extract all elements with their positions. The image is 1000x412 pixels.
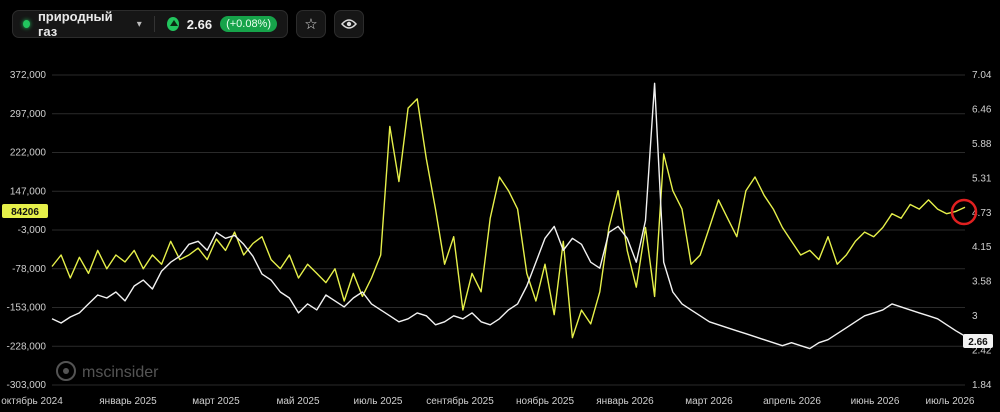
right-axis: 7.04 6.46 5.88 5.31 4.73 4.15 3.58 3 2.42 1.84 bbox=[972, 70, 992, 391]
x-tick-label: март 2026 bbox=[685, 396, 733, 407]
instrument-name: природный газ bbox=[37, 9, 113, 39]
current-right-label: 2.66 bbox=[963, 334, 993, 348]
left-tick-label: 222,000 bbox=[10, 148, 47, 159]
left-tick-label: -228,000 bbox=[7, 341, 47, 352]
left-tick-label: 372,000 bbox=[10, 70, 47, 81]
highlight-marker bbox=[950, 198, 978, 226]
eye-icon bbox=[341, 19, 357, 29]
left-tick-label: 297,000 bbox=[10, 109, 47, 120]
x-tick-label: апрель 2026 bbox=[763, 396, 821, 407]
live-status-dot bbox=[23, 20, 30, 28]
x-tick-label: январь 2025 bbox=[99, 396, 157, 407]
x-tick-label: январь 2026 bbox=[596, 396, 654, 407]
arrow-up-icon bbox=[166, 17, 179, 31]
visibility-button[interactable] bbox=[334, 10, 364, 38]
left-tick-label: -78,000 bbox=[12, 264, 46, 275]
white-series-line bbox=[51, 82, 966, 350]
left-tick-label: -3,000 bbox=[18, 225, 47, 236]
left-tick-label: -153,000 bbox=[7, 303, 47, 314]
x-tick-label: ноябрь 2025 bbox=[516, 395, 574, 407]
right-tick-label: 4.15 bbox=[972, 242, 992, 253]
grid-lines bbox=[52, 74, 965, 386]
right-tick-label: 6.46 bbox=[972, 104, 992, 115]
divider bbox=[153, 16, 155, 32]
right-tick-label: 4.73 bbox=[972, 208, 992, 219]
right-tick-label: 5.88 bbox=[972, 139, 992, 150]
watermark-logo: mscinsider bbox=[56, 361, 159, 381]
x-tick-label: июнь 2026 bbox=[851, 396, 900, 407]
current-price: 2.66 bbox=[186, 16, 213, 32]
right-tick-label: 3 bbox=[972, 311, 978, 322]
x-axis: октябрь 2024 январь 2025 март 2025 май 2025… bbox=[1, 395, 975, 407]
watermark-text: mscinsider bbox=[82, 364, 159, 381]
current-left-value: 84206 bbox=[11, 207, 39, 218]
star-icon: ☆ bbox=[304, 16, 318, 33]
right-tick-label: 7.04 bbox=[972, 70, 992, 81]
x-tick-label: июль 2026 bbox=[926, 396, 975, 407]
right-tick-label: 1.84 bbox=[972, 380, 992, 391]
right-tick-label: 5.31 bbox=[972, 173, 992, 184]
right-tick-label: 3.58 bbox=[972, 277, 992, 288]
chart-toolbar: природный газ ▾ 2.66 (+0.08%) ☆ bbox=[12, 9, 364, 39]
x-tick-label: октябрь 2024 bbox=[1, 395, 63, 407]
left-axis: 372,000 297,000 222,000 147,000 -3,000 -78,00… bbox=[7, 70, 47, 391]
yellow-series-line bbox=[51, 98, 966, 339]
x-tick-label: март 2025 bbox=[192, 396, 240, 407]
price-change-badge: (+0.08%) bbox=[220, 16, 278, 32]
left-tick-label: -303,000 bbox=[7, 380, 47, 391]
x-tick-label: июль 2025 bbox=[354, 396, 403, 407]
series-lines bbox=[51, 82, 966, 350]
instrument-selector[interactable]: природный газ ▾ 2.66 (+0.08%) bbox=[12, 9, 288, 39]
x-tick-label: май 2025 bbox=[276, 396, 319, 407]
current-right-value: 2.66 bbox=[968, 337, 988, 348]
left-tick-label: 147,000 bbox=[10, 186, 47, 197]
favorite-button[interactable]: ☆ bbox=[296, 10, 326, 38]
chevron-down-icon[interactable]: ▾ bbox=[136, 18, 142, 30]
x-tick-label: сентябрь 2025 bbox=[426, 395, 494, 407]
right-tick-label: 2.42 bbox=[972, 346, 992, 357]
current-left-label: 84206 bbox=[2, 204, 48, 218]
